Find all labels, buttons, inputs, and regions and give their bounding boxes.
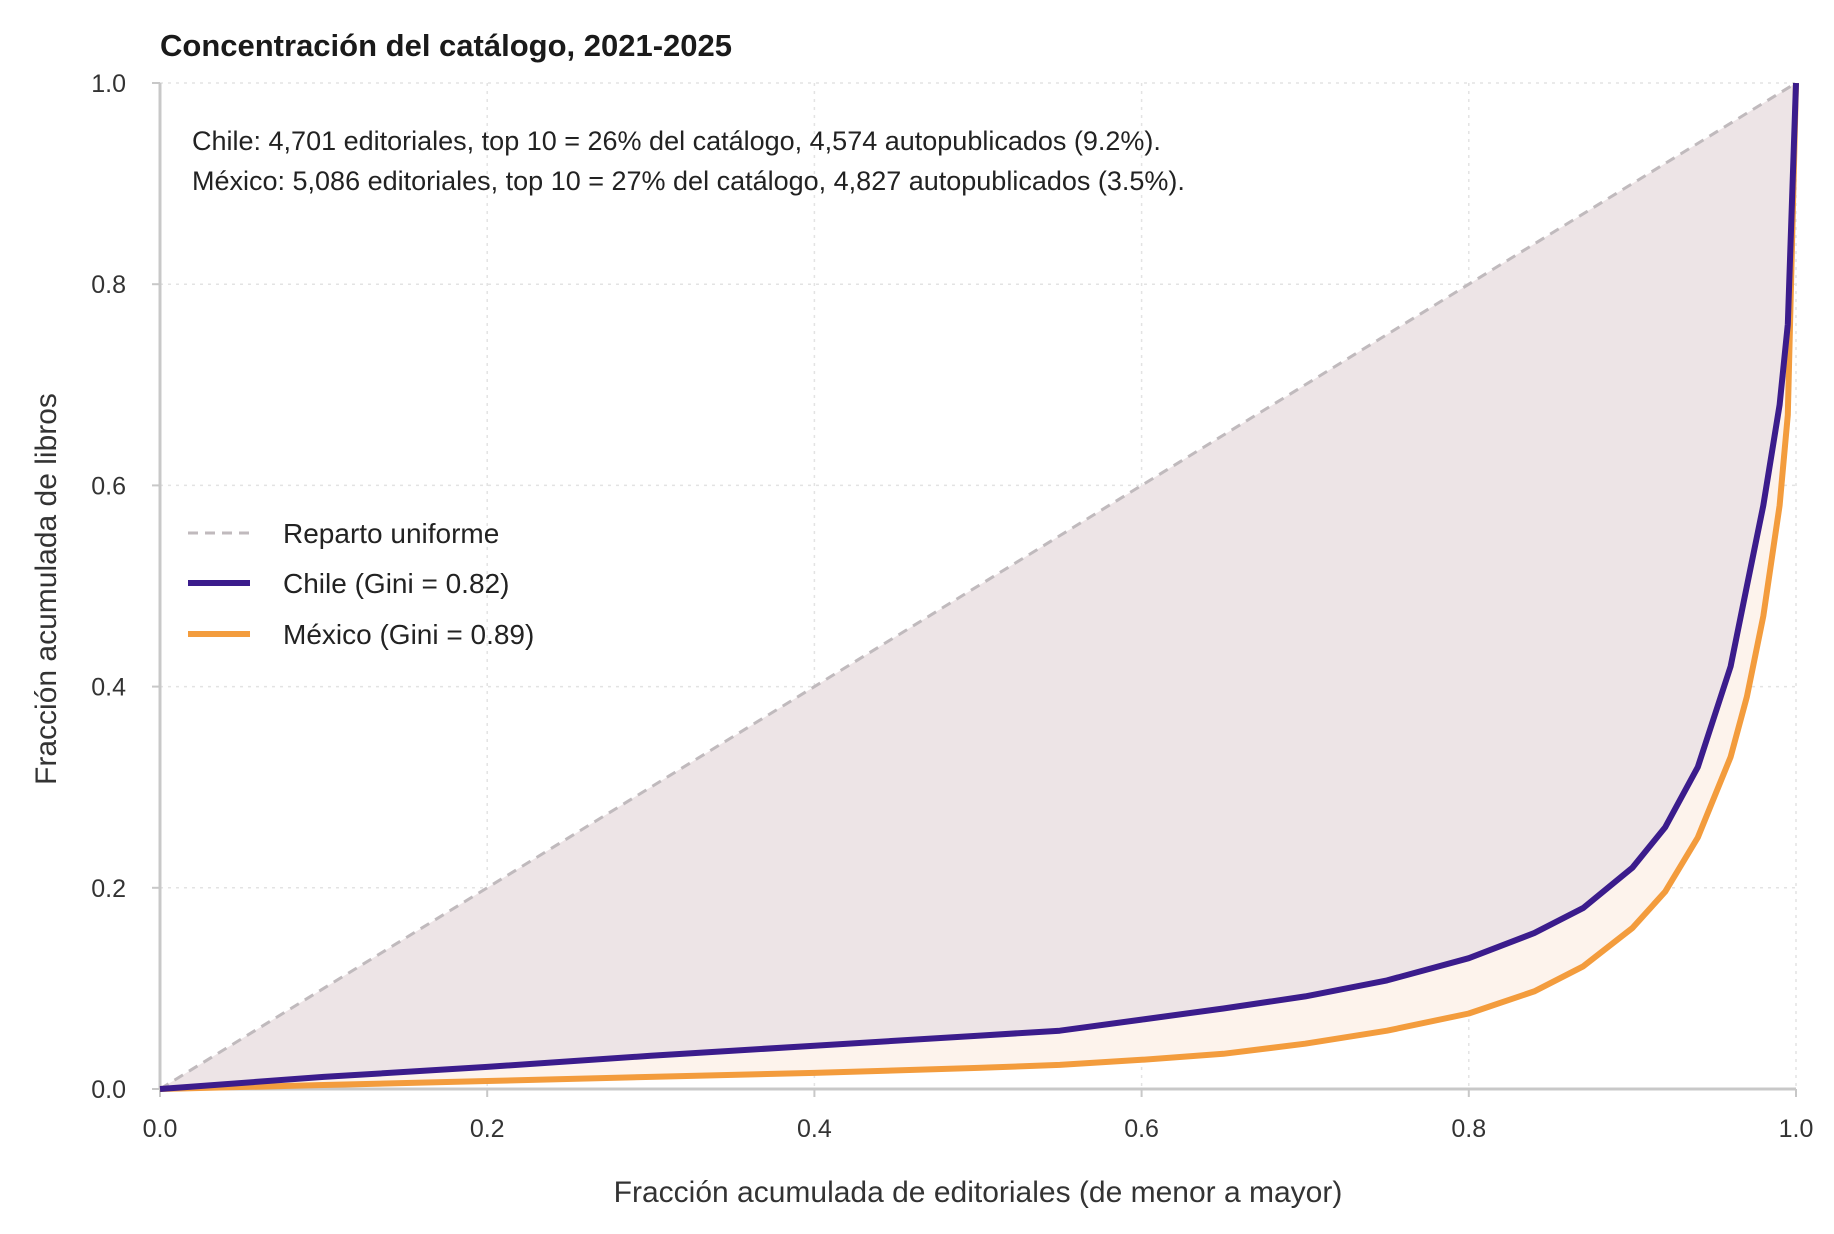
annotation-chile: Chile: 4,701 editoriales, top 10 = 26% d… <box>192 126 1161 156</box>
series-lines <box>159 81 1799 1092</box>
x-tick-label: 1.0 <box>1779 1115 1814 1143</box>
legend-label-uniform: Reparto uniforme <box>283 518 499 549</box>
y-tick-label: 1.0 <box>91 70 126 98</box>
chart-title: Concentración del catálogo, 2021-2025 <box>160 28 732 63</box>
x-tick-label: 0.8 <box>1451 1115 1486 1143</box>
x-tick-label: 0.2 <box>470 1115 505 1143</box>
x-tick-label: 0.0 <box>143 1115 178 1143</box>
y-tick-label: 0.0 <box>91 1076 126 1104</box>
y-tick-label: 0.8 <box>91 271 126 299</box>
legend-label-chile: Chile (Gini = 0.82) <box>283 568 509 599</box>
legend-label-mexico: México (Gini = 0.89) <box>283 619 534 650</box>
series-line-chile <box>159 82 1799 1092</box>
x-ticks: 0.0 0.2 0.4 0.6 0.8 1.0 <box>143 1115 1814 1143</box>
y-ticks: 0.0 0.2 0.4 0.6 0.8 1.0 <box>91 70 126 1104</box>
y-tick-label: 0.6 <box>91 472 126 500</box>
x-tick-label: 0.4 <box>797 1115 832 1143</box>
x-tick-label: 0.6 <box>1124 1115 1159 1143</box>
series-line-mexico <box>159 82 1799 1092</box>
y-axis-label: Fracción acumulada de libros <box>30 393 63 785</box>
series-line-uniform <box>159 81 1797 1091</box>
x-axis-label: Fracción acumulada de editoriales (de me… <box>614 1176 1343 1209</box>
annotation-mexico: México: 5,086 editoriales, top 10 = 27% … <box>192 166 1185 196</box>
legend: Reparto uniforme Chile (Gini = 0.82) Méx… <box>188 518 534 650</box>
axes <box>152 82 1797 1097</box>
y-tick-label: 0.4 <box>91 674 126 702</box>
y-tick-label: 0.2 <box>91 875 126 903</box>
